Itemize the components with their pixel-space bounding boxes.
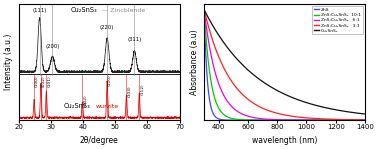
Text: wurzite: wurzite — [96, 104, 119, 109]
Legend: ZnS, ZnS:Cu₂SnS₃  10:1, ZnS:Cu₂SnS₃   6:1, ZnS:Cu₂SnS₃   3:1, Cu₂SnS₃: ZnS, ZnS:Cu₂SnS₃ 10:1, ZnS:Cu₂SnS₃ 6:1, … — [313, 6, 363, 35]
Text: (112): (112) — [140, 83, 144, 95]
Text: (311): (311) — [127, 37, 142, 42]
Y-axis label: Intensity (a.u.): Intensity (a.u.) — [4, 34, 13, 90]
X-axis label: 2θ/degree: 2θ/degree — [80, 136, 118, 145]
Text: (220): (220) — [100, 25, 114, 30]
Text: — Zincblende: — Zincblende — [102, 8, 146, 13]
Text: (111): (111) — [33, 8, 47, 13]
Text: Cu₂SnS₃: Cu₂SnS₃ — [70, 7, 97, 13]
Text: (103): (103) — [127, 86, 132, 97]
Text: (002): (002) — [42, 76, 46, 87]
Text: (100): (100) — [35, 76, 39, 87]
Text: (200): (200) — [45, 44, 60, 49]
Text: (110): (110) — [108, 75, 112, 86]
Text: (102): (102) — [84, 94, 87, 106]
Text: (101): (101) — [47, 76, 51, 87]
Text: Cu₂SnS₃: Cu₂SnS₃ — [64, 103, 90, 109]
X-axis label: wavelength (nm): wavelength (nm) — [252, 136, 317, 145]
Y-axis label: Absorbance (a.u): Absorbance (a.u) — [189, 29, 198, 95]
